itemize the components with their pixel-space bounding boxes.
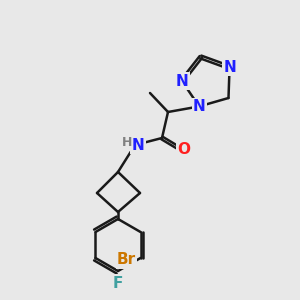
Text: Br: Br xyxy=(117,253,136,268)
Text: O: O xyxy=(178,142,190,158)
Text: N: N xyxy=(193,99,206,114)
Text: N: N xyxy=(223,60,236,75)
Text: H: H xyxy=(122,136,132,149)
Text: N: N xyxy=(176,74,188,88)
Text: F: F xyxy=(113,275,123,290)
Text: N: N xyxy=(132,137,144,152)
